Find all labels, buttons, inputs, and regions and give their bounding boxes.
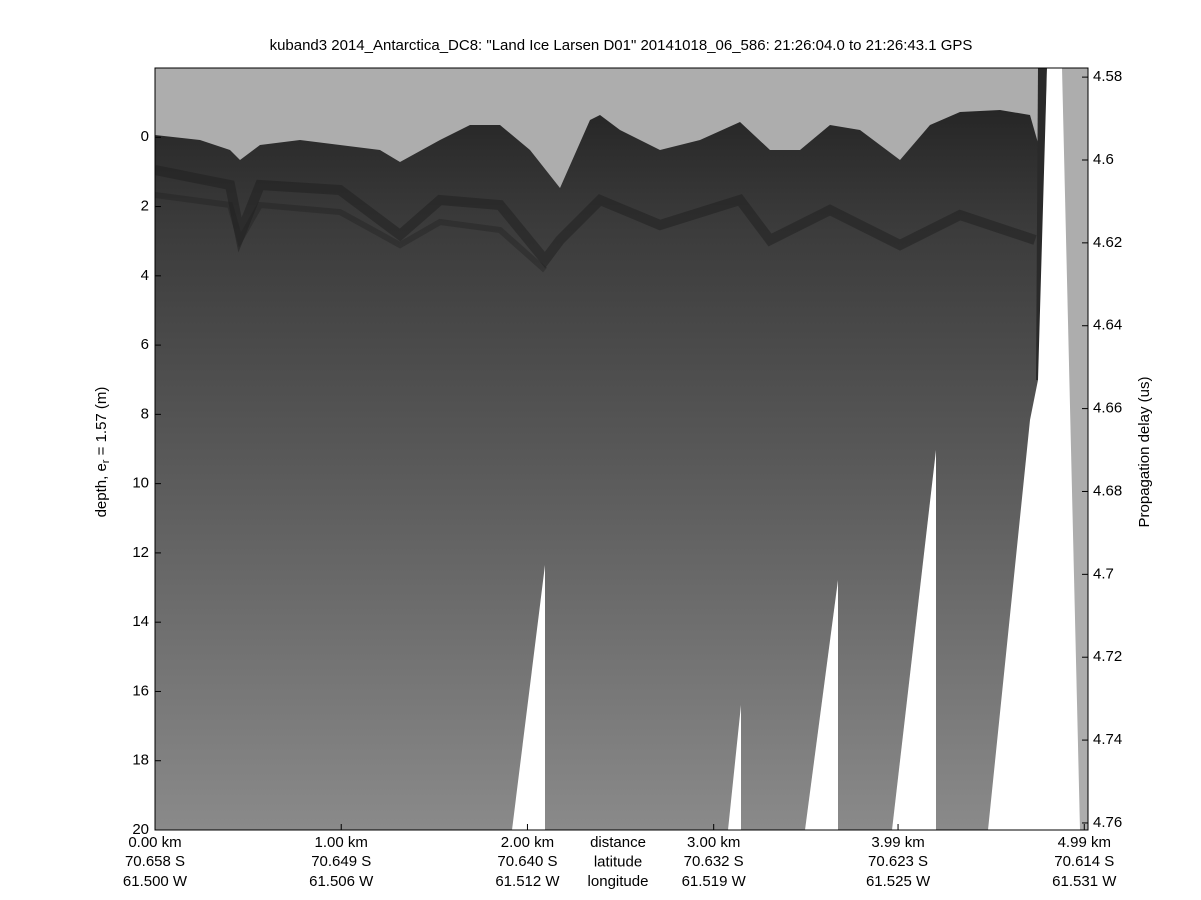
y-tick-label: 6: [141, 336, 149, 353]
x-axis-label: longitude: [588, 873, 649, 890]
y-tick-label: 16: [132, 682, 149, 699]
x-tick-label: 2.00 km: [501, 834, 554, 851]
chart-title: kuband3 2014_Antarctica_DC8: "Land Ice L…: [270, 37, 973, 54]
longitude-label: 61.512 W: [495, 873, 560, 890]
x-tick-label: 3.99 km: [871, 834, 924, 851]
longitude-label: 61.525 W: [866, 873, 931, 890]
longitude-label: 61.500 W: [123, 873, 188, 890]
latitude-label: 70.623 S: [868, 853, 928, 870]
longitude-label: 61.506 W: [309, 873, 374, 890]
y2-tick-label: 4.66: [1093, 400, 1122, 417]
y-tick-label: 8: [141, 405, 149, 422]
y-tick-label: 0: [141, 128, 149, 145]
y2-tick-label: 4.76: [1093, 814, 1122, 831]
y-tick-label: 4: [141, 267, 149, 284]
y-tick-label: 2: [141, 198, 149, 215]
x-tick-label: 1.00 km: [315, 834, 368, 851]
y2-tick-label: 4.72: [1093, 648, 1122, 665]
y2-tick-label: 4.58: [1093, 68, 1122, 85]
latitude-label: 70.640 S: [497, 853, 557, 870]
longitude-label: 61.519 W: [682, 873, 747, 890]
latitude-label: 70.614 S: [1054, 853, 1114, 870]
y-tick-label: 10: [132, 475, 149, 492]
y2-tick-label: 4.6: [1093, 151, 1114, 168]
y-label-part: depth, e: [93, 463, 110, 517]
x-tick-label: 3.00 km: [687, 834, 740, 851]
y-tick-label: 20: [132, 821, 149, 838]
latitude-label: 70.632 S: [684, 853, 744, 870]
y-tick-label: 14: [132, 613, 149, 630]
echogram-image: [155, 68, 1088, 830]
y-label-part: = 1.57 (m): [93, 387, 110, 460]
x-axis-label: distance: [590, 834, 646, 851]
latitude-label: 70.649 S: [311, 853, 371, 870]
y-axis-label: depth, er = 1.57 (m): [93, 387, 112, 518]
latitude-label: 70.658 S: [125, 853, 185, 870]
y2-tick-label: 4.7: [1093, 565, 1114, 582]
x-tick-label: 0.00 km: [128, 834, 181, 851]
x-axis-label: latitude: [594, 853, 642, 870]
x-tick-label: 4.99 km: [1058, 834, 1111, 851]
y-label-subscript: r: [100, 459, 112, 463]
y-tick-label: 18: [132, 752, 149, 769]
y2-tick-label: 4.64: [1093, 317, 1122, 334]
y-tick-label: 12: [132, 544, 149, 561]
y2-tick-label: 4.74: [1093, 731, 1122, 748]
longitude-label: 61.531 W: [1052, 873, 1117, 890]
y2-axis-label: Propagation delay (us): [1136, 377, 1153, 528]
y2-tick-label: 4.62: [1093, 234, 1122, 251]
plot-frame: [154, 67, 1089, 831]
y2-tick-label: 4.68: [1093, 482, 1122, 499]
